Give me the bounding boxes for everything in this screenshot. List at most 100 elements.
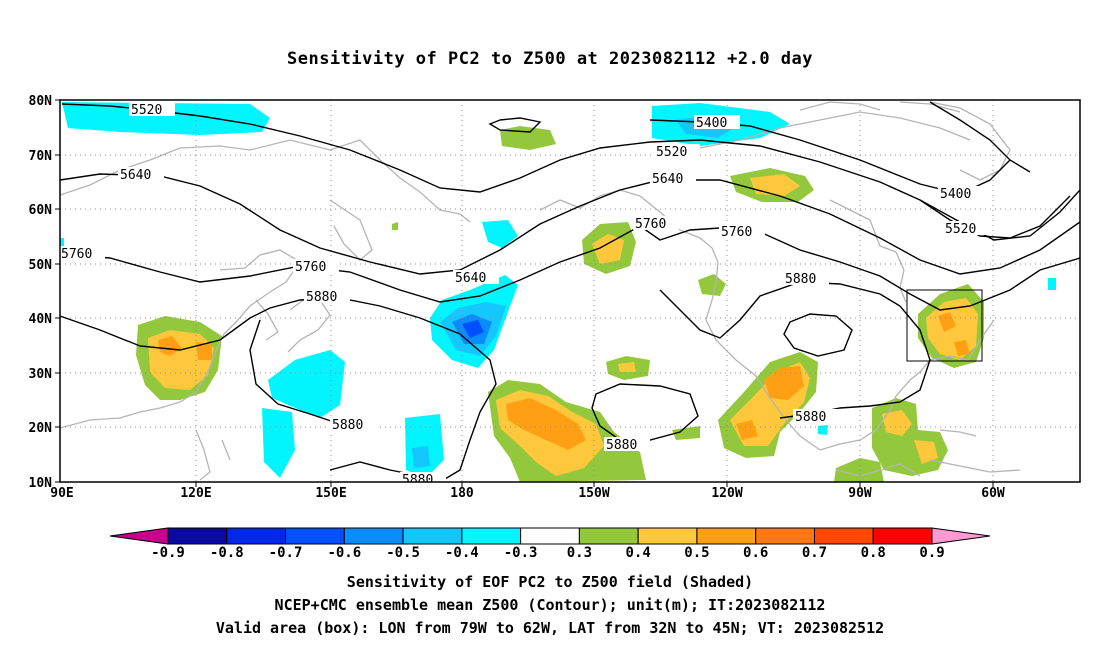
lon-label: 120E (180, 486, 211, 501)
coast-canada-islands (799, 101, 961, 113)
map-title: Sensitivity of PC2 to Z500 at 2023082112… (286, 49, 813, 69)
shade-pos-alaska-dot (392, 222, 398, 230)
coast-central-america (835, 463, 921, 477)
lat-label: 20N (29, 421, 53, 436)
svg-text:5640: 5640 (455, 271, 486, 286)
colorbar-cell (343, 527, 404, 545)
shade-neg-bering (482, 220, 518, 248)
coast-east-asia (60, 249, 301, 429)
shade-pos-mexico-core2 (736, 420, 758, 440)
colorbar-cells (167, 527, 933, 545)
shade-neg-atlantic (1048, 278, 1056, 290)
colorbar-label: 0.3 (567, 545, 592, 561)
shade-neg-west-pacific (268, 350, 345, 418)
coast-canada-arctic (659, 111, 971, 151)
contour-label: 5520 (943, 221, 989, 237)
plot-frame (59, 99, 1081, 483)
lat-label: 30N (29, 367, 53, 382)
lon-label: 150W (578, 486, 609, 501)
colorbar-label: -0.3 (504, 545, 538, 561)
positive-sensitivity-regions (136, 126, 984, 482)
contour-5400-arctic (488, 117, 542, 133)
lat-label: 80N (29, 94, 53, 109)
svg-text:5880: 5880 (795, 410, 826, 425)
shade-pos-gulf-alaska-core (592, 234, 624, 264)
colorbar-cell (637, 527, 698, 545)
contour-label: 5520 (654, 144, 700, 160)
contour-5880-west (60, 297, 497, 482)
footer-line-1: Sensitivity of EOF PC2 to Z500 field (Sh… (346, 573, 754, 591)
colorbar-label: -0.9 (151, 545, 185, 561)
shade-pos-caribbean-core (882, 410, 912, 436)
lon-label: 90E (50, 486, 73, 501)
shade-pos-mexico-core (764, 366, 804, 400)
coast-kamchatka (329, 199, 373, 261)
latitude-labels: 80N 70N 60N 50N 40N 30N 20N 10N (29, 94, 53, 491)
contour-label: 5640 (453, 270, 499, 286)
coast-south-america (929, 459, 1021, 473)
colorbar-cell (872, 527, 933, 545)
shade-pos-arctic-small (500, 126, 556, 150)
shade-neg-dateline-center (462, 320, 484, 338)
contour-label: 5400 (938, 186, 984, 202)
shade-pos-china-core (158, 336, 182, 356)
footer-line-3: Valid area (box): LON from 79W to 62W, L… (215, 619, 885, 637)
colorbar-label: 0.9 (919, 545, 944, 561)
colorbar-label: 0.4 (626, 545, 651, 561)
contour-label: 5640 (650, 171, 696, 187)
lon-label: 150E (315, 486, 346, 501)
footer-line-2: NCEP+CMC ensemble mean Z500 (Contour); u… (274, 596, 826, 614)
colorbar-cell (578, 527, 639, 545)
colorbar-cell (520, 527, 580, 545)
contour-5880-loop (783, 313, 853, 357)
svg-text:5760: 5760 (61, 247, 92, 262)
contour-label: 5640 (118, 167, 164, 183)
contour-label: 5760 (633, 216, 679, 232)
lat-label: 60N (29, 203, 53, 218)
coast-caribbean-islands (939, 429, 977, 437)
svg-text:5640: 5640 (120, 168, 151, 183)
coastlines (60, 101, 1021, 481)
colorbar-label: 0.5 (684, 545, 709, 561)
colorbar-labels: -0.9 -0.8 -0.7 -0.6 -0.5 -0.4 -0.3 0.3 0.4 0.5 0.6… (151, 545, 945, 561)
svg-text:5880: 5880 (606, 438, 637, 453)
colorbar-cell (696, 527, 757, 545)
coast-philippines (195, 429, 231, 481)
contour-label: 5760 (719, 224, 765, 240)
negative-sensitivity-regions (60, 102, 1056, 478)
contour-label: 5400 (694, 115, 740, 131)
contour-5880-mid (249, 319, 341, 425)
valid-area-box (906, 289, 983, 362)
lat-label: 50N (29, 258, 53, 273)
contour-5400-atlantic (929, 101, 1031, 173)
colorbar-label: 0.7 (802, 545, 827, 561)
lat-ticks (55, 99, 60, 483)
shade-pos-central-pacific-core (506, 398, 586, 450)
contour-5880-pacific-loop (591, 383, 699, 441)
contour-5880-east (659, 281, 931, 419)
svg-text:5880: 5880 (332, 418, 363, 433)
colorbar-label: -0.7 (269, 545, 303, 561)
svg-text:5760: 5760 (721, 225, 752, 240)
coast-alaska (539, 189, 719, 263)
contour-label: 5880 (604, 437, 650, 453)
shade-pos-east-us-core (938, 312, 956, 332)
colorbar-low-arrow (109, 527, 169, 545)
svg-text:5760: 5760 (635, 217, 666, 232)
svg-text:5760: 5760 (295, 260, 326, 275)
colorbar-cell (285, 527, 345, 545)
shade-neg-central-pacific-core (412, 446, 430, 468)
lat-label: 40N (29, 312, 53, 327)
sensitivity-shading (60, 102, 1056, 482)
colorbar-cell (402, 527, 463, 545)
lat-label: 70N (29, 149, 53, 164)
svg-text:5640: 5640 (652, 172, 683, 187)
colorbar-cell (813, 527, 874, 545)
contour-label: 5520 (129, 102, 175, 118)
lon-label: 120W (711, 486, 742, 501)
svg-text:5880: 5880 (785, 272, 816, 287)
shade-pos-east-us-core2 (954, 340, 970, 356)
shade-pos-central-pacific-tail (672, 426, 700, 440)
contour-5520-atlantic (919, 195, 1071, 239)
